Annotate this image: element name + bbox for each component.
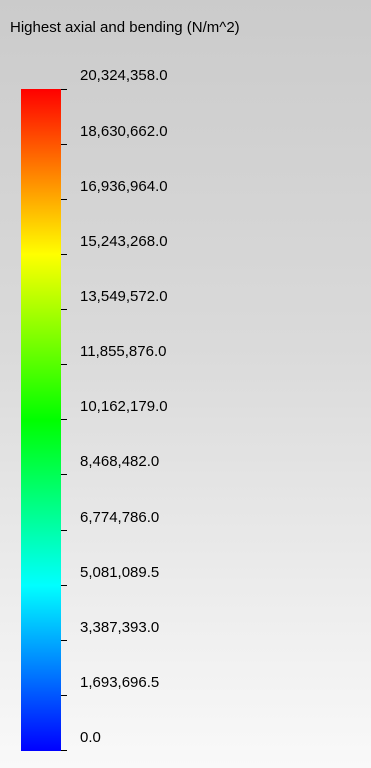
tick-label: 8,468,482.0	[80, 453, 160, 470]
tick-mark	[61, 364, 67, 365]
tick-mark	[61, 254, 67, 255]
tick-mark	[61, 144, 67, 145]
tick-mark	[61, 750, 67, 751]
tick-label: 15,243,268.0	[80, 233, 168, 250]
tick-label: 13,549,572.0	[80, 288, 168, 305]
tick-label: 3,387,393.0	[80, 619, 160, 636]
tick-mark	[61, 474, 67, 475]
tick-label: 0.0	[80, 729, 101, 746]
legend-title: Highest axial and bending (N/m^2)	[10, 19, 240, 36]
color-scale-bar	[21, 89, 61, 751]
tick-mark	[61, 640, 67, 641]
tick-mark	[61, 585, 67, 586]
tick-label: 11,855,876.0	[80, 343, 167, 360]
tick-mark	[61, 309, 67, 310]
tick-label: 1,693,696.5	[80, 674, 160, 691]
tick-label: 20,324,358.0	[80, 67, 168, 84]
tick-mark	[61, 530, 67, 531]
tick-mark	[61, 419, 67, 420]
tick-mark	[61, 695, 67, 696]
tick-label: 18,630,662.0	[80, 123, 168, 140]
tick-label: 10,162,179.0	[80, 398, 168, 415]
tick-mark	[61, 89, 67, 90]
tick-label: 5,081,089.5	[80, 564, 160, 581]
tick-mark	[61, 199, 67, 200]
tick-label: 6,774,786.0	[80, 509, 160, 526]
tick-label: 16,936,964.0	[80, 178, 168, 195]
